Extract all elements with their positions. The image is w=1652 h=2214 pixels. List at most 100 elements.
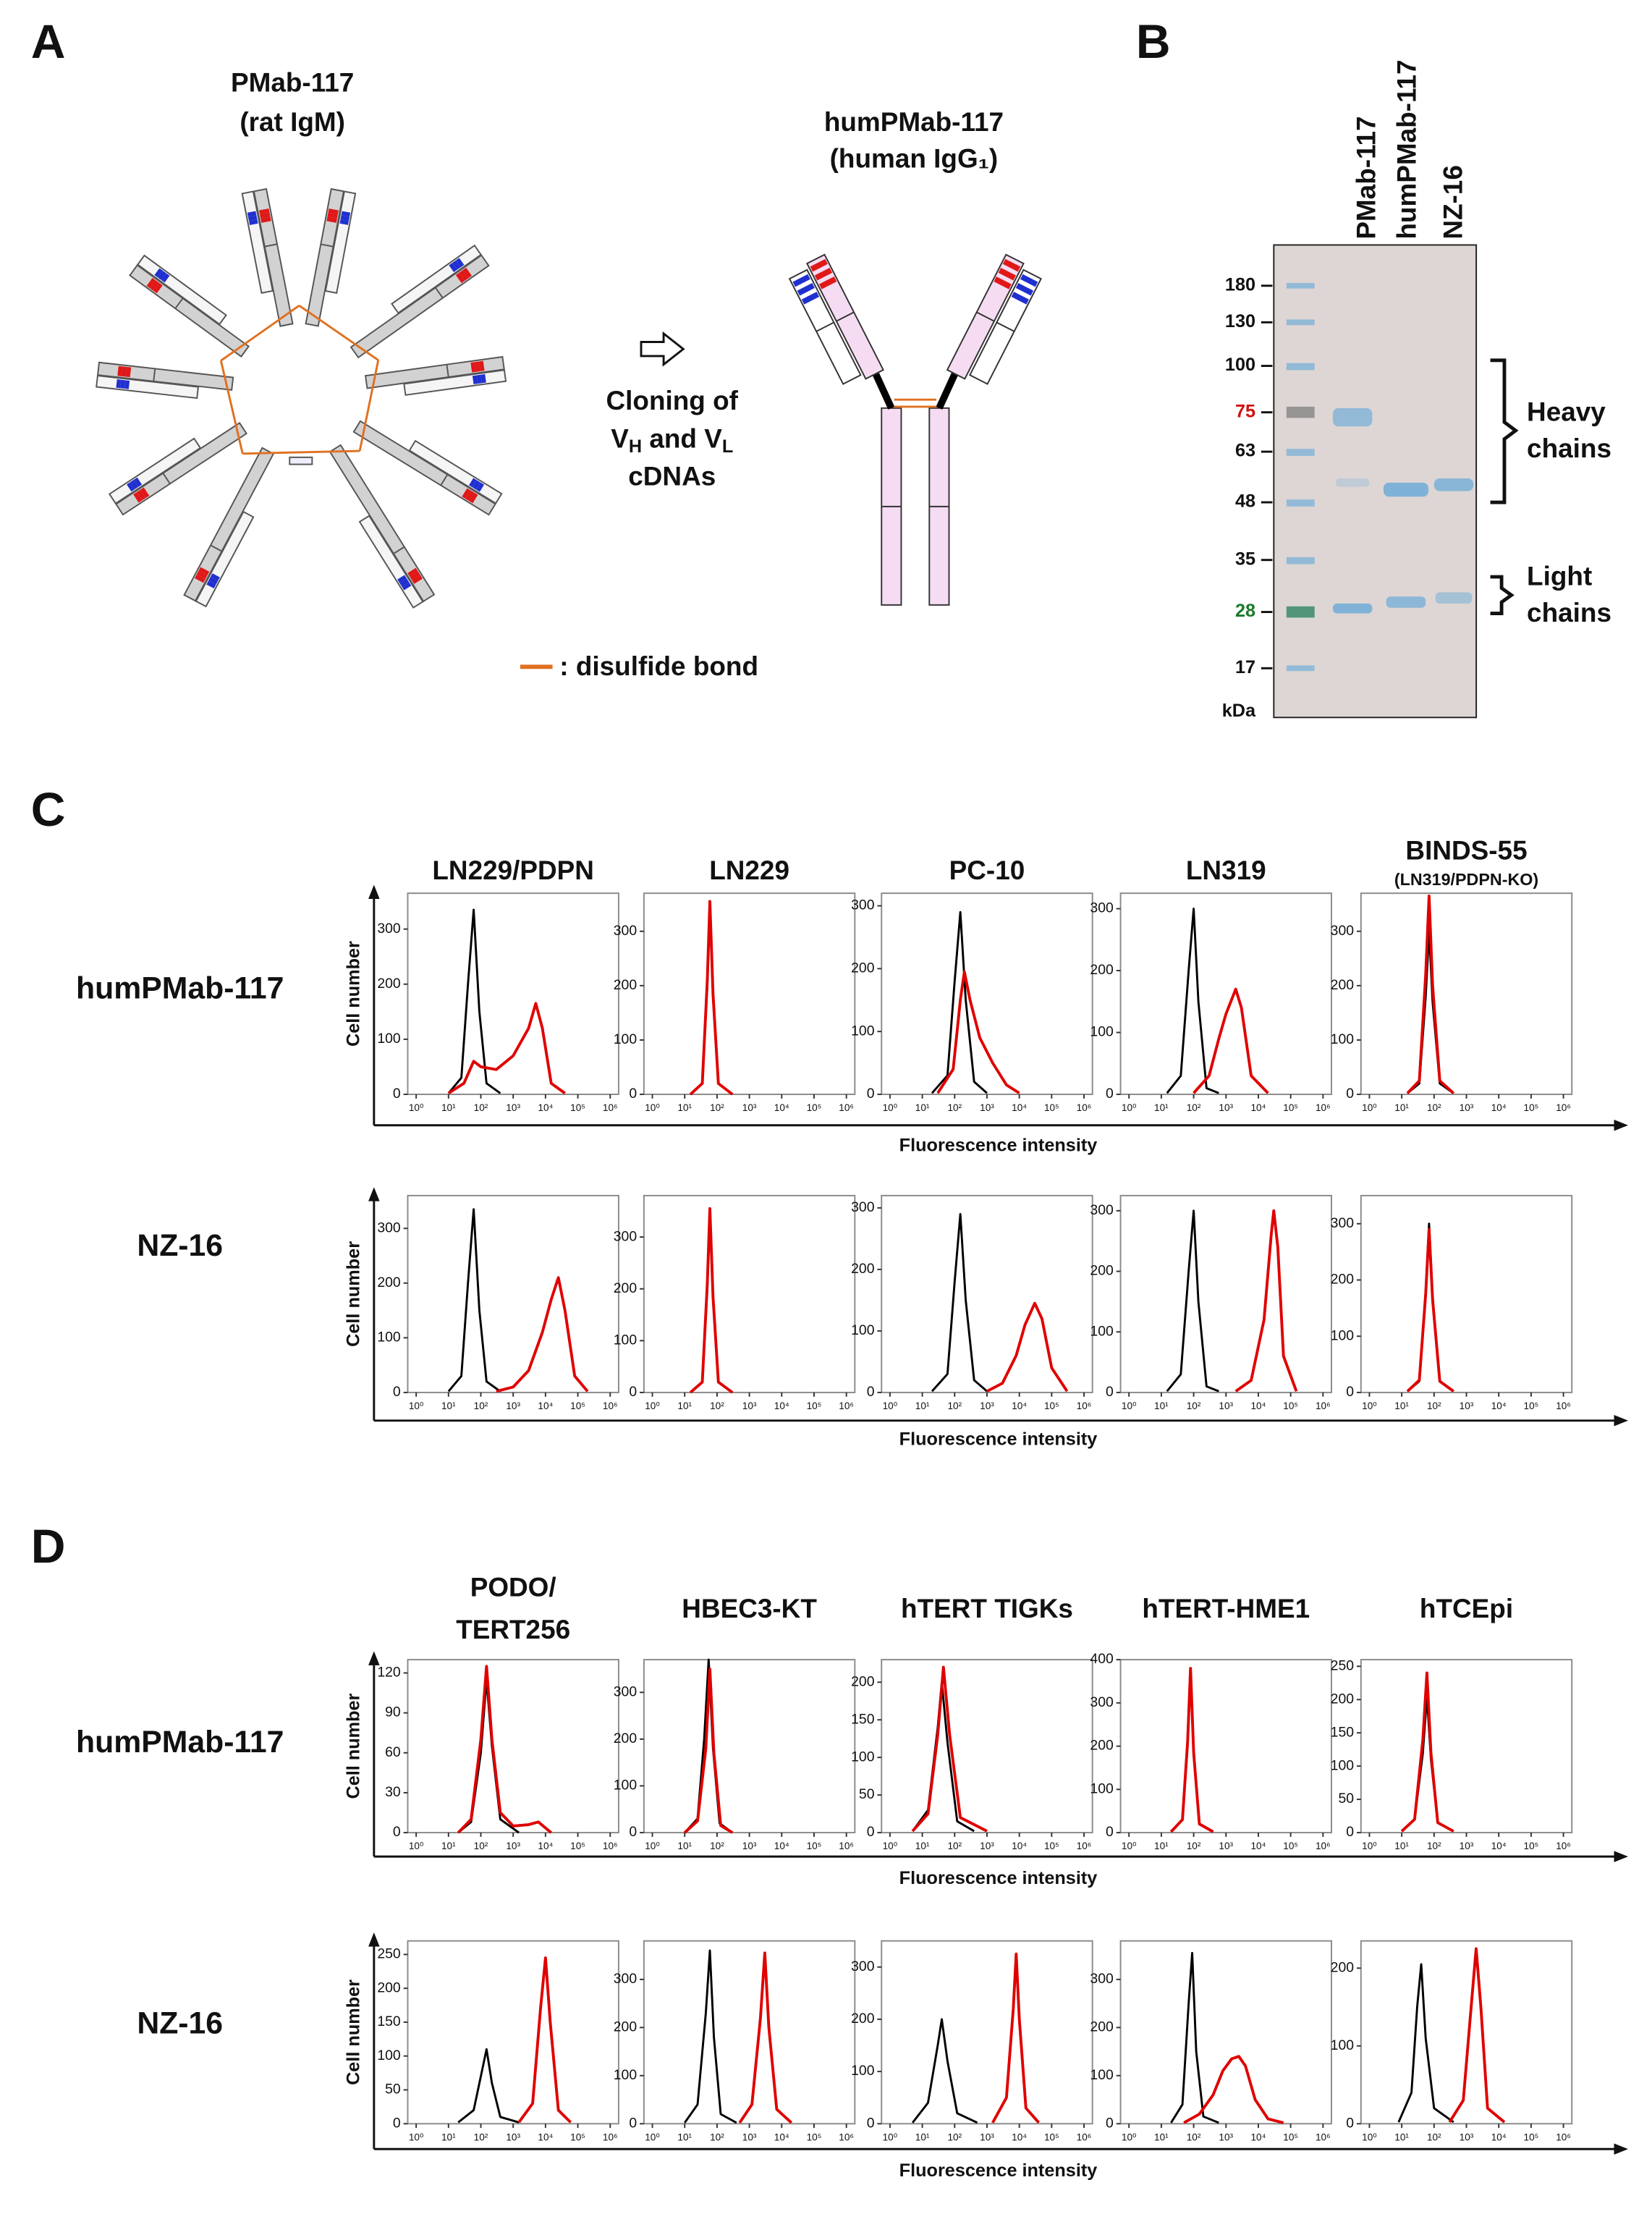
row-label: humPMab-117 <box>76 1725 284 1759</box>
x-tick-label: 10² <box>1427 1400 1441 1411</box>
x-tick-label: 10³ <box>1219 2131 1233 2142</box>
panel-letter: C <box>31 782 66 836</box>
histogram-line <box>457 2048 520 2124</box>
y-tick-label: 100 <box>1090 1780 1114 1796</box>
x-tick-label: 10⁰ <box>1362 2131 1377 2142</box>
y-tick-label: 150 <box>377 2014 401 2029</box>
y-tick-label: 100 <box>851 1322 875 1338</box>
x-tick-label: 10⁶ <box>1077 1102 1092 1113</box>
x-axis-label: Fluorescence intensity <box>899 2160 1098 2181</box>
cdr <box>196 570 208 580</box>
x-tick-label: 10¹ <box>677 1400 692 1411</box>
plot-frame <box>407 1940 619 2125</box>
x-tick-label: 10³ <box>1460 1400 1474 1411</box>
x-tick-label: 10⁶ <box>603 1400 618 1411</box>
fab-arm <box>96 361 234 400</box>
plot-frame <box>643 1194 856 1393</box>
x-tick-label: 10⁵ <box>807 1841 822 1851</box>
histogram-line <box>936 970 1020 1094</box>
y-tick-label: 0 <box>1106 1824 1114 1840</box>
x-tick-label: 10² <box>1427 2131 1441 2142</box>
bracket <box>1490 358 1519 504</box>
x-tick-label: 10⁰ <box>1362 1102 1377 1113</box>
y-tick-label: 100 <box>614 2067 637 2083</box>
x-tick-label: 10³ <box>980 1102 994 1113</box>
column-title: HBEC3-KT <box>682 1594 817 1623</box>
x-tick-label: 10⁰ <box>645 2131 660 2142</box>
x-tick-label: 10³ <box>980 1841 994 1851</box>
cdr <box>475 482 485 492</box>
cdr <box>412 575 423 584</box>
unit-label: kDa <box>1222 701 1256 721</box>
x-tick-label: 10³ <box>980 1400 994 1411</box>
cdr <box>259 208 270 215</box>
x-axis-label: Fluorescence intensity <box>899 1136 1098 1156</box>
x-tick-label: 10⁰ <box>645 1841 660 1851</box>
x-tick-label: 10⁶ <box>1077 1841 1092 1851</box>
histogram-line <box>689 900 734 1096</box>
igm-kind: (rat IgM) <box>240 107 345 137</box>
y-tick-label: 100 <box>1331 2037 1355 2053</box>
y-tick-label: 200 <box>614 1731 637 1746</box>
cdr <box>459 270 469 281</box>
histogram-line <box>911 2018 978 2124</box>
x-tick-label: 10⁶ <box>603 1102 618 1113</box>
x-tick-label: 10³ <box>980 2131 994 2142</box>
plot-frame <box>1360 1659 1573 1834</box>
y-tick-label: 200 <box>377 976 401 992</box>
y-tick-label: 200 <box>851 960 875 976</box>
y-tick-label: 300 <box>1090 1694 1114 1710</box>
y-tick-label: 100 <box>1331 1031 1355 1047</box>
column-title: PC-10 <box>949 855 1025 885</box>
y-tick-label: 0 <box>1346 1384 1354 1400</box>
y-tick-label: 100 <box>851 1749 875 1765</box>
x-tick-label: 10⁰ <box>883 1841 898 1851</box>
cdr <box>397 575 407 583</box>
fab-arm <box>329 444 436 609</box>
x-tick-label: 10¹ <box>1154 1841 1169 1851</box>
y-tick-label: 200 <box>614 2019 637 2035</box>
y-tick-label: 50 <box>385 2082 401 2097</box>
column-title: hTERT-HME1 <box>1142 1594 1310 1623</box>
x-tick-label: 10² <box>947 1102 962 1113</box>
heavy-chain <box>305 187 345 327</box>
x-tick-label: 10³ <box>506 1841 520 1851</box>
histogram-line <box>1234 1209 1298 1393</box>
x-tick-label: 10³ <box>1460 2131 1474 2142</box>
y-tick-label: 100 <box>614 1031 637 1047</box>
cdr <box>462 267 473 279</box>
panel-letter: A <box>31 14 66 68</box>
cdr <box>475 361 480 372</box>
domain-line <box>153 368 156 381</box>
y-tick-label: 0 <box>1346 1086 1354 1102</box>
y-tick-label: 300 <box>851 1199 875 1215</box>
x-tick-label: 10⁵ <box>1283 2131 1298 2142</box>
cdr <box>339 219 350 225</box>
x-tick-label: 10¹ <box>677 2131 692 2142</box>
cdr <box>465 490 475 502</box>
column-title: BINDS-55 <box>1405 836 1527 866</box>
histogram-line <box>447 1002 566 1095</box>
y-tick-label: 90 <box>385 1704 401 1720</box>
cdr <box>260 216 271 223</box>
heavy-chain <box>129 264 250 358</box>
y-tick-label: 200 <box>1331 977 1355 993</box>
x-tick-label: 10¹ <box>1154 2131 1169 2142</box>
axis-arrow <box>368 1651 380 1665</box>
x-tick-label: 10⁰ <box>1122 1400 1137 1411</box>
lane-label: humPMab-117 <box>1392 60 1422 240</box>
cdr <box>195 574 206 583</box>
histogram-line <box>1166 908 1219 1094</box>
marker-label: 28 <box>1235 601 1255 621</box>
x-tick-label: 10⁵ <box>807 1102 822 1113</box>
x-tick-label: 10⁵ <box>807 1400 822 1411</box>
text-part: V <box>611 423 629 453</box>
y-tick-label: 200 <box>614 977 637 993</box>
column-title: TERT256 <box>456 1615 570 1644</box>
x-tick-label: 10² <box>1187 1400 1201 1411</box>
y-axis-label: Cell number <box>343 1241 363 1347</box>
disulfide <box>358 360 380 452</box>
x-tick-label: 10² <box>1187 2131 1201 2142</box>
x-tick-label: 10⁰ <box>409 1841 424 1851</box>
x-tick-label: 10⁵ <box>1283 1841 1298 1851</box>
